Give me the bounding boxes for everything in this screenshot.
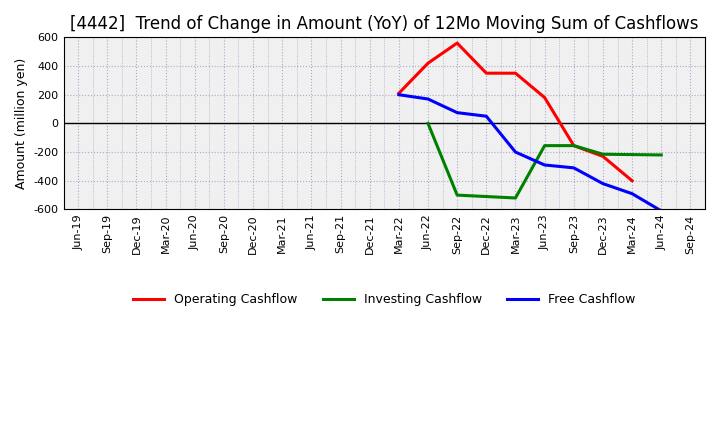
- Operating Cashflow: [395, 91, 403, 96]
- Free Cashflow: [482, 114, 490, 119]
- Investing Cashflow: [657, 152, 665, 158]
- Investing Cashflow: [570, 143, 578, 148]
- Operating Cashflow: [453, 40, 462, 46]
- Line: Free Cashflow: Free Cashflow: [399, 95, 661, 211]
- Operating Cashflow: [570, 143, 578, 148]
- Operating Cashflow: [598, 154, 607, 159]
- Free Cashflow: [423, 96, 432, 102]
- Operating Cashflow: [482, 70, 490, 76]
- Investing Cashflow: [453, 192, 462, 198]
- Investing Cashflow: [511, 195, 520, 201]
- Operating Cashflow: [423, 61, 432, 66]
- Operating Cashflow: [511, 70, 520, 76]
- Free Cashflow: [598, 181, 607, 186]
- Title: [4442]  Trend of Change in Amount (YoY) of 12Mo Moving Sum of Cashflows: [4442] Trend of Change in Amount (YoY) o…: [70, 15, 698, 33]
- Y-axis label: Amount (million yen): Amount (million yen): [15, 58, 28, 189]
- Free Cashflow: [540, 162, 549, 168]
- Free Cashflow: [628, 191, 636, 196]
- Legend: Operating Cashflow, Investing Cashflow, Free Cashflow: Operating Cashflow, Investing Cashflow, …: [128, 288, 641, 311]
- Operating Cashflow: [628, 178, 636, 183]
- Line: Operating Cashflow: Operating Cashflow: [399, 43, 632, 181]
- Investing Cashflow: [598, 152, 607, 157]
- Investing Cashflow: [540, 143, 549, 148]
- Free Cashflow: [395, 92, 403, 97]
- Free Cashflow: [570, 165, 578, 170]
- Free Cashflow: [657, 208, 665, 213]
- Free Cashflow: [511, 150, 520, 155]
- Investing Cashflow: [423, 121, 432, 126]
- Investing Cashflow: [482, 194, 490, 199]
- Line: Investing Cashflow: Investing Cashflow: [428, 123, 661, 198]
- Operating Cashflow: [540, 95, 549, 100]
- Free Cashflow: [453, 110, 462, 115]
